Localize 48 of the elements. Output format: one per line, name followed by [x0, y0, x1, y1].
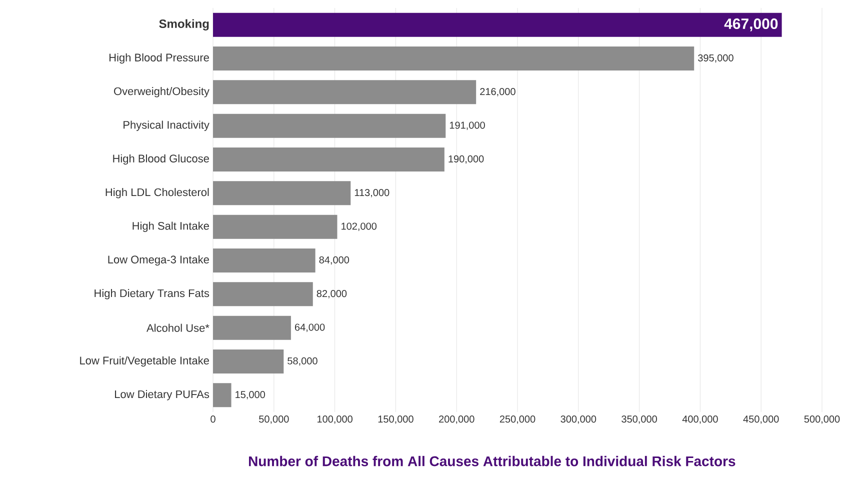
data-label: 82,000 [316, 290, 347, 298]
bar [213, 114, 446, 138]
x-tick-label: 400,000 [682, 416, 718, 424]
x-tick-label: 50,000 [259, 416, 289, 424]
x-tick-label: 200,000 [439, 416, 474, 424]
x-tick-label: 300,000 [560, 416, 596, 424]
y-tick-label: Low Omega-3 Intake [108, 255, 209, 266]
x-tick-label: 350,000 [622, 416, 657, 424]
x-tick-label: 450,000 [743, 416, 779, 424]
bar [213, 248, 316, 272]
data-label: 191,000 [450, 122, 485, 130]
bar [213, 181, 351, 206]
y-tick-label: High Blood Pressure [110, 53, 209, 64]
y-tick-label: Physical Inactivity [124, 120, 210, 131]
y-tick-label: Smoking [159, 19, 209, 30]
data-label: 64,000 [294, 324, 325, 332]
data-label: 58,000 [288, 357, 318, 366]
x-tick-label: 150,000 [378, 416, 414, 424]
x-tick-label: 0 [210, 416, 216, 423]
bar [213, 383, 232, 408]
data-label: 84,000 [319, 256, 350, 265]
x-axis-title: Number of Deaths from All Causes Attributable to Individual Risk Factors [248, 456, 736, 466]
y-tick-label: High LDL Cholesterol [106, 188, 209, 198]
bar [213, 147, 444, 172]
data-label: 216,000 [480, 88, 516, 96]
bar [213, 214, 338, 239]
y-tick-label: High Salt Intake [132, 222, 209, 232]
bar [213, 80, 476, 104]
bar [213, 12, 782, 37]
data-label: 102,000 [342, 222, 377, 231]
x-tick-label: 250,000 [500, 416, 536, 424]
data-label: 467,000 [724, 18, 778, 32]
x-tick-label: 100,000 [318, 416, 352, 424]
data-label: 113,000 [354, 189, 390, 198]
data-label: 395,000 [698, 54, 734, 63]
bar [213, 282, 313, 306]
bar [213, 349, 284, 374]
y-tick-label: Overweight/Obesity [114, 87, 210, 98]
bar [213, 46, 694, 70]
y-tick-label: Alcohol Use* [146, 324, 210, 332]
y-tick-label: High Blood Glucose [113, 154, 209, 165]
y-tick-label: Low Fruit/Vegetable Intake [80, 356, 209, 367]
data-label: 15,000 [236, 391, 266, 400]
y-tick-label: Low Dietary PUFAs [115, 390, 210, 400]
bar [213, 316, 291, 340]
data-label: 190,000 [448, 155, 484, 164]
x-tick-label: 500,000 [804, 416, 840, 424]
y-tick-label: High Dietary Trans Fats [94, 289, 210, 300]
